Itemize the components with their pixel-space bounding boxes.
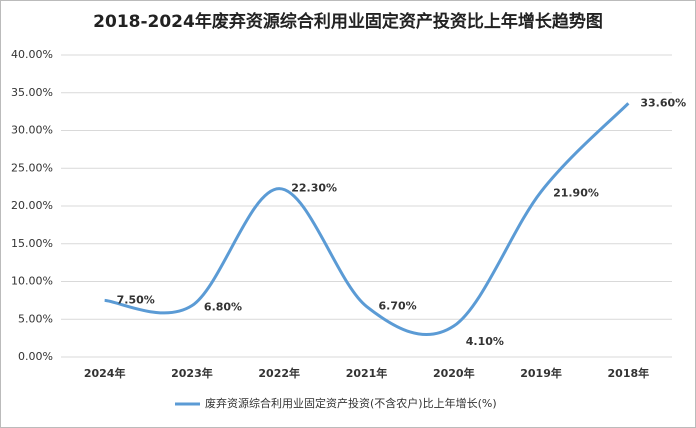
chart-title: 2018-2024年废弃资源综合利用业固定资产投资比上年增长趋势图 [93,11,603,32]
y-tick-label: 25.00% [11,161,53,174]
data-label: 7.50% [117,293,155,306]
data-label: 6.80% [204,301,242,314]
x-tick-label: 2021年 [346,366,388,380]
x-tick-label: 2019年 [520,366,562,380]
x-tick-label: 2024年 [84,366,126,380]
data-label: 33.60% [640,96,686,109]
data-label: 6.70% [379,299,417,312]
y-tick-label: 35.00% [11,86,53,99]
y-tick-label: 10.00% [11,275,53,288]
data-label: 22.30% [291,182,337,195]
data-line [104,102,630,336]
y-tick-label: 20.00% [11,199,53,212]
data-label: 21.90% [553,187,599,200]
y-tick-label: 15.00% [11,237,53,250]
legend-label: 废弃资源综合利用业固定资产投资(不含农户)比上年增长(%) [205,396,497,410]
data-label: 4.10% [466,335,504,348]
x-tick-label: 2022年 [258,366,300,380]
y-tick-label: 5.00% [18,312,53,325]
x-tick-label: 2020年 [433,366,475,380]
y-tick-label: 40.00% [11,48,53,61]
x-tick-label: 2018年 [608,366,650,380]
y-tick-label: 30.00% [11,124,53,137]
x-tick-label: 2023年 [171,366,213,380]
y-tick-label: 0.00% [18,350,53,363]
